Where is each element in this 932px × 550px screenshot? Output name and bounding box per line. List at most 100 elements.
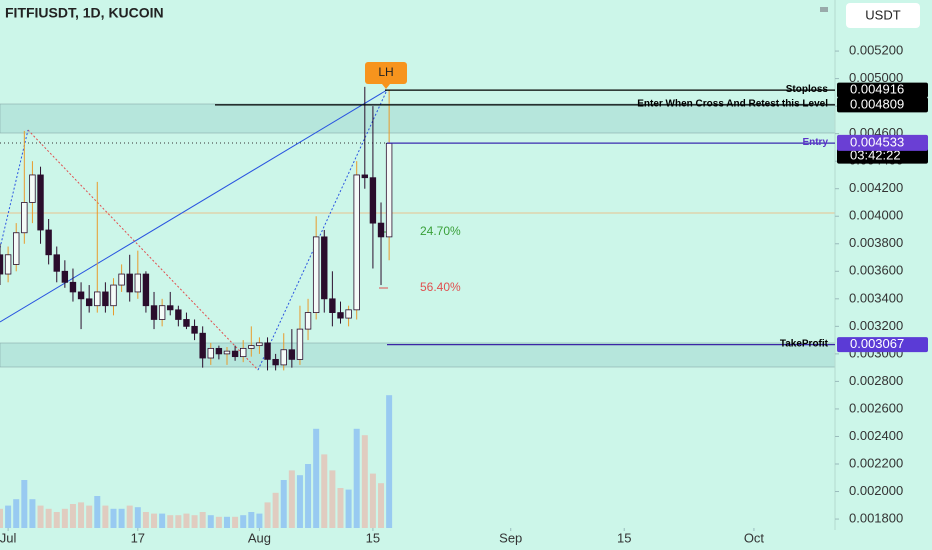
candle-body	[4, 254, 12, 275]
y-tick-label: 0.001800	[849, 510, 903, 525]
volume-bar	[45, 508, 52, 528]
y-tick-label: 0.003800	[849, 235, 903, 250]
volume-bar	[102, 505, 109, 528]
volume-bar	[378, 483, 385, 528]
candle-body	[175, 309, 182, 320]
candle-body	[304, 312, 312, 330]
candle-body	[158, 305, 166, 320]
supply-zone	[0, 103, 836, 134]
marks	[0, 86, 393, 528]
candle-body	[102, 291, 109, 307]
last-price-box	[837, 134, 928, 151]
volume-bar	[272, 492, 279, 528]
drop-label: 56.40%	[420, 280, 461, 294]
volume-bar	[21, 480, 28, 528]
candle-body	[377, 222, 385, 238]
candle-body	[231, 350, 239, 358]
candle-body	[321, 236, 328, 300]
candle-body	[126, 273, 133, 293]
candle-body	[207, 347, 214, 359]
volume-bar	[353, 428, 360, 528]
volume-bar	[151, 513, 158, 528]
volume-bar	[223, 516, 230, 528]
countdown: 03:42:22	[850, 148, 901, 163]
y-tick-label: 0.005000	[849, 70, 903, 85]
volume-bar	[305, 464, 312, 528]
candle-body	[223, 350, 231, 355]
candle-body	[134, 273, 142, 293]
volume-bar	[94, 496, 101, 528]
level-value-box	[837, 337, 928, 353]
candle-body	[118, 273, 125, 286]
volume-bar	[280, 480, 287, 528]
candle-body	[296, 328, 304, 360]
x-tick-label: Aug	[248, 530, 271, 545]
y-tick-label: 0.002600	[849, 400, 903, 415]
y-tick-label: 0.005200	[849, 43, 903, 58]
volume-bar	[0, 508, 3, 528]
last-price-label: 0.004533	[850, 134, 904, 149]
lh-pointer	[382, 84, 390, 89]
volume-bar	[13, 499, 20, 528]
candle-body	[256, 342, 263, 347]
chart-title: FITFIUSDT, 1D, KUCOIN	[5, 5, 164, 21]
candle-body	[280, 349, 287, 366]
candle-body	[288, 349, 296, 360]
level-value: 0.004916	[850, 82, 904, 97]
volume-bar	[142, 512, 149, 528]
candle-body	[191, 325, 198, 334]
y-tick-label: 0.003400	[849, 290, 903, 305]
candle-body	[53, 254, 60, 272]
lh-label: LH	[378, 65, 393, 79]
volume-bar	[37, 505, 44, 528]
candle-body	[345, 309, 352, 319]
currency-label: USDT	[865, 7, 900, 22]
volume-bar	[248, 512, 255, 528]
level-name: TakeProfit	[780, 338, 829, 349]
candle-body	[110, 284, 117, 307]
x-tick-label: 15	[366, 530, 380, 545]
volume-bar	[78, 502, 85, 528]
y-tick-label: 0.003200	[849, 318, 903, 333]
candle-body	[77, 291, 85, 300]
level-value-box	[837, 97, 928, 113]
candle-body	[94, 291, 101, 307]
volume-bar	[361, 435, 368, 528]
volume-bar	[256, 513, 263, 528]
currency-button[interactable]	[846, 3, 920, 28]
candle-body	[361, 174, 369, 179]
candle-body	[240, 347, 247, 358]
x-tick-label: Sep	[499, 530, 522, 545]
candle-body	[272, 358, 279, 366]
volume-bar	[329, 470, 336, 528]
volume-bar	[337, 488, 344, 528]
y-tick-label: 0.002200	[849, 455, 903, 470]
down-trend-line	[27, 129, 259, 371]
x-tick-label: 15	[617, 530, 631, 545]
candle-body	[264, 342, 271, 360]
candle-body	[248, 345, 255, 349]
candle-body	[150, 305, 158, 320]
volume-bar	[159, 513, 166, 528]
candle-body	[312, 236, 320, 313]
candle-body	[85, 298, 93, 307]
volume-bar	[134, 507, 141, 528]
candle-body	[329, 298, 336, 313]
y-tick-label: 0.002000	[849, 483, 903, 498]
volume-bar	[264, 502, 271, 528]
volume-bar	[118, 508, 125, 528]
icon	[820, 7, 828, 12]
x-tick-label: 17	[131, 530, 145, 545]
volume-bar	[313, 428, 320, 528]
candle-body	[21, 202, 28, 234]
level-value: 0.004809	[850, 96, 904, 111]
candle-body	[37, 174, 44, 231]
volume-bar	[110, 508, 117, 528]
demand-zone	[0, 342, 836, 368]
volume-bar	[207, 515, 214, 528]
volume-bar	[183, 513, 190, 528]
level-name: Enter When Cross And Retest this Level	[637, 99, 828, 110]
volume-bar	[191, 515, 198, 528]
y-tick-label: 0.004000	[849, 208, 903, 223]
